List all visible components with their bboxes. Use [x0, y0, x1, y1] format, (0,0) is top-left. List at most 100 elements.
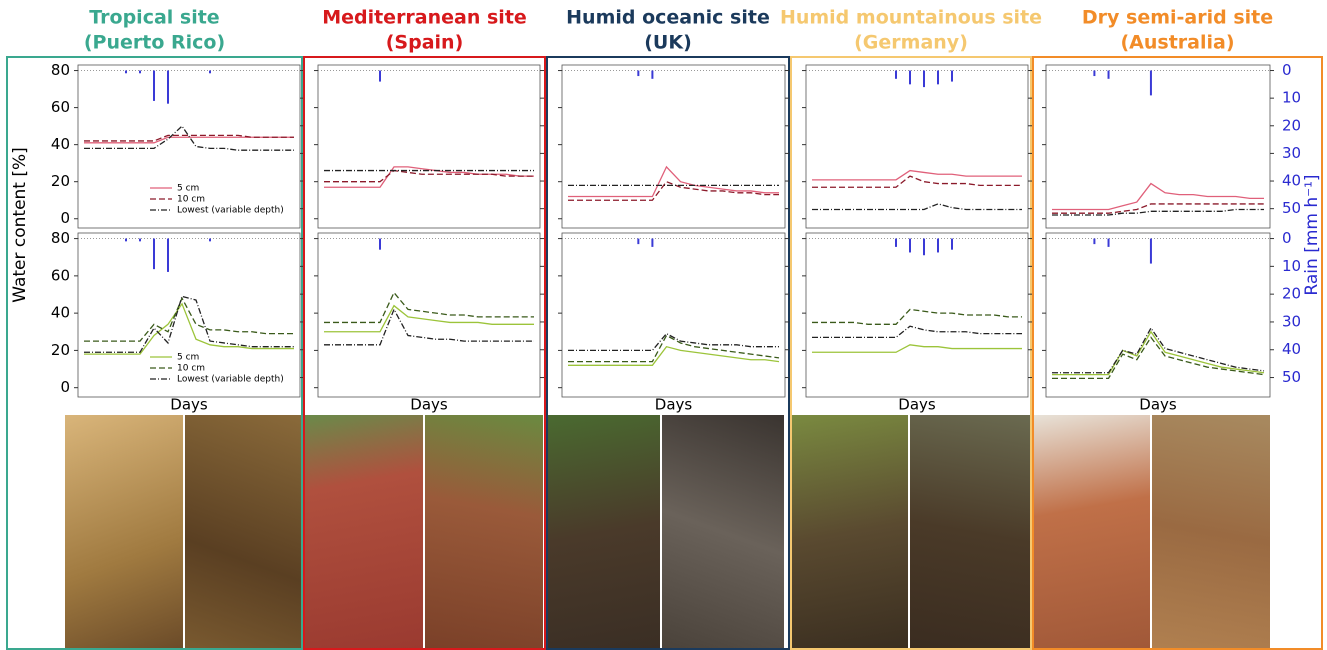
rain-bar [167, 70, 169, 104]
site-subtitle: (Puerto Rico) [84, 32, 225, 54]
y-tick-label: 40 [51, 135, 70, 153]
rain-bar [1107, 238, 1110, 247]
site-frame [303, 56, 546, 650]
y2-tick-label: 50 [1282, 368, 1301, 386]
rain-bar [153, 238, 155, 270]
photo [305, 415, 423, 650]
line-series [84, 296, 294, 342]
site-title: Humid oceanic site [566, 7, 770, 29]
rain-bar [379, 238, 381, 250]
rain-bar [895, 238, 897, 247]
plot-frame [561, 232, 786, 398]
photo [910, 415, 1030, 650]
y-tick-label: 80 [51, 229, 70, 247]
y2-tick-label: 40 [1282, 340, 1301, 358]
photo [185, 415, 301, 650]
line-series [84, 134, 294, 142]
site-subtitle: (Australia) [1120, 32, 1234, 54]
y2-tick-label: 30 [1282, 144, 1301, 162]
line-series [324, 291, 534, 324]
site-frame [1032, 56, 1323, 650]
rain-bar [139, 70, 141, 74]
rain-bar [1149, 70, 1152, 96]
rain-bar [1149, 238, 1152, 264]
rain-bar [909, 238, 911, 253]
plot-frame [77, 232, 301, 398]
x-axis-label: Days [898, 396, 936, 414]
site-title: Humid mountainous site [780, 7, 1042, 29]
x-axis-label: Days [410, 396, 448, 414]
line-series [1052, 336, 1265, 380]
site-title: Tropical site [89, 7, 219, 29]
y2-tick-label: 30 [1282, 312, 1301, 330]
legend-label: 10 cm [177, 195, 205, 205]
y2-tick-label: 0 [1282, 229, 1292, 247]
line-series [812, 169, 1022, 181]
y2-tick-label: 10 [1282, 89, 1301, 107]
y-tick-label: 40 [51, 304, 70, 322]
line-series [84, 295, 294, 353]
rain-bar [379, 70, 381, 82]
rain-bar [153, 70, 155, 101]
line-series [1052, 208, 1264, 216]
y2-axis-label: Rain [mm h⁻¹] [1302, 174, 1322, 295]
y2-tick-label: 50 [1282, 199, 1301, 217]
x-axis-label: Days [170, 396, 208, 414]
x-axis-label: Days [655, 396, 693, 414]
rain-bar [923, 70, 925, 88]
y-tick-label: 60 [51, 98, 70, 116]
x-axis-label: Days [1139, 396, 1177, 414]
rain-bar [637, 70, 640, 77]
plot-frame [317, 232, 541, 398]
line-series [812, 308, 1022, 325]
rain-bar [909, 70, 911, 85]
site-subtitle: (UK) [644, 32, 692, 54]
site-frame [6, 56, 303, 650]
plot-frame [1045, 64, 1271, 229]
legend-label: 5 cm [177, 184, 199, 194]
rain-bar [139, 238, 141, 242]
line-series [568, 165, 779, 198]
line-series [1052, 326, 1265, 374]
photo [65, 415, 183, 650]
rain-bar [651, 70, 654, 79]
site-subtitle: (Spain) [386, 32, 464, 54]
y-tick-label: 0 [60, 209, 70, 227]
legend-label: Lowest (variable depth) [177, 375, 284, 385]
y-tick-label: 80 [51, 61, 70, 79]
rain-bar [951, 70, 953, 82]
rain-bar [125, 238, 127, 242]
line-series [568, 332, 779, 352]
y-axis-label: Water content [%] [10, 147, 30, 303]
line-series [324, 307, 534, 346]
rain-bar [651, 238, 654, 247]
y2-tick-label: 20 [1282, 116, 1301, 134]
y-tick-label: 0 [60, 378, 70, 396]
plot-frame [561, 64, 786, 229]
plot-frame [317, 64, 541, 229]
photo [792, 415, 908, 650]
y2-tick-label: 0 [1282, 61, 1292, 79]
photo [662, 415, 784, 650]
photo [425, 415, 543, 650]
line-series [1052, 182, 1264, 211]
photo [548, 415, 660, 650]
line-series [324, 169, 534, 183]
photo [1034, 415, 1150, 650]
y2-tick-label: 10 [1282, 257, 1301, 275]
y2-tick-label: 40 [1282, 172, 1301, 190]
rain-bar [1107, 70, 1110, 79]
photo [1152, 415, 1270, 650]
y-tick-label: 20 [51, 172, 70, 190]
line-series [812, 325, 1022, 339]
y-tick-label: 20 [51, 341, 70, 359]
line-series [568, 334, 780, 363]
rain-bar [895, 70, 897, 79]
line-series [812, 344, 1022, 353]
line-series [84, 302, 294, 355]
rain-bar [951, 238, 953, 250]
plot-frame [77, 64, 301, 229]
legend-label: 10 cm [177, 364, 205, 374]
site-title: Dry semi-arid site [1082, 7, 1273, 29]
